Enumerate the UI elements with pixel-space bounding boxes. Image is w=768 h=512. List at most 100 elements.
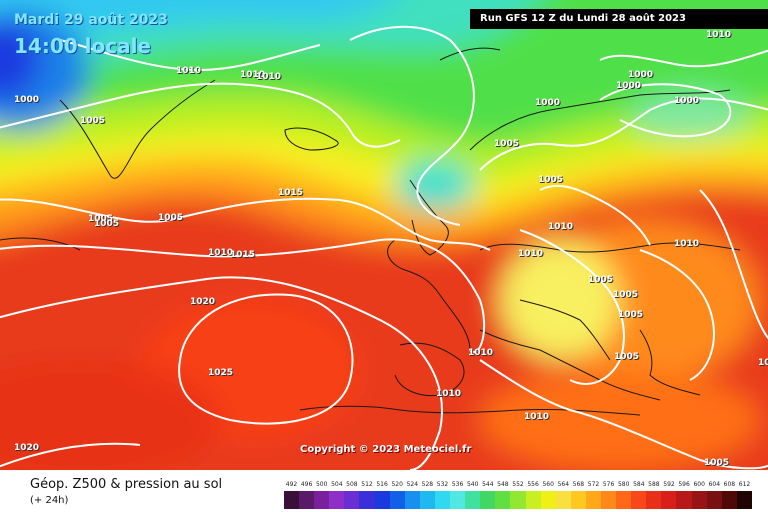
forecast-step: (+ 24h) [30, 495, 69, 506]
isobar-label: 1010 [548, 222, 574, 232]
isobar-label: 1010 [240, 70, 266, 80]
colorscale-swatch [691, 491, 707, 509]
isobar-label: 1025 [208, 368, 234, 378]
coastlines [0, 47, 741, 416]
colorscale-tick: 556 [527, 481, 539, 488]
colorscale-swatch [600, 491, 617, 509]
colorscale-tick: 540 [466, 481, 479, 488]
colorscale-swatch [359, 491, 375, 509]
isobar-label: 1010 [518, 249, 544, 259]
colorscale-swatch [299, 491, 315, 509]
colorscale-swatch [404, 491, 420, 509]
isobar-label: 1015 [278, 188, 304, 198]
isobar-label: 1005 [588, 275, 614, 285]
colorscale-swatch [646, 491, 662, 509]
isobar-label: 1010 [436, 389, 462, 399]
colorscale-ticks: 492 496 500 504 508 512 516 520 524 528 532 536 540 5… [284, 481, 752, 491]
isobar-label: 1000 [674, 96, 700, 106]
colorscale-swatch [570, 491, 586, 509]
colorscale-swatch [480, 491, 496, 509]
isobar-label: 1010 [256, 72, 282, 82]
colorscale-swatch [329, 491, 345, 509]
colorscale-swatch [525, 491, 541, 509]
colorscale-tick: 512 [361, 481, 373, 488]
colorscale-swatch [585, 491, 601, 509]
colorscale-swatch [661, 491, 677, 509]
colorscale-swatch [389, 491, 405, 509]
colorscale-tick: 516 [376, 481, 388, 488]
map-caption: Géop. Z500 & pression au sol [30, 477, 223, 492]
colorscale-tick: 520 [391, 481, 403, 488]
isobar-label: 1000 [14, 95, 40, 105]
colorscale-swatch [465, 491, 481, 509]
colorscale-swatch [450, 491, 466, 509]
isobar-label: 1005 [94, 219, 120, 229]
colorscale-tick: 572 [587, 481, 600, 488]
colorscale-swatch [676, 491, 692, 509]
colorscale-swatch [616, 491, 632, 509]
colorscale-swatch [495, 491, 511, 509]
isobar-label: 1015 [230, 250, 256, 260]
isobar-label: 1010 [208, 248, 234, 258]
colorscale-tick: 576 [602, 481, 615, 488]
isobar-label: 1005 [88, 214, 114, 224]
colorscale-tick: 564 [557, 481, 570, 488]
isobar-label: 1010 [524, 412, 550, 422]
colorscale-tick: 600 [693, 481, 705, 488]
colorscale-tick: 608 [723, 481, 736, 488]
colorscale-swatch [706, 491, 722, 509]
colorscale-tick: 528 [421, 481, 434, 488]
colorscale-tick: 524 [406, 481, 419, 488]
isobar-label: 1010 [758, 358, 768, 368]
colorscale-swatch [555, 491, 571, 509]
colorscale-tick: 612 [738, 481, 751, 488]
colorscale-swatch [419, 491, 435, 509]
isobar-label: 1010 [468, 348, 494, 358]
run-banner: Run GFS 12 Z du Lundi 28 août 2023 [470, 9, 768, 29]
isobar-label: 1005 [704, 458, 730, 468]
colorscale-swatch [314, 491, 330, 509]
map-canvas [0, 0, 768, 470]
isobar-label: 1005 [80, 116, 106, 126]
isobar-label: 1005 [494, 139, 520, 149]
colorscale-tick: 492 [285, 481, 298, 488]
colorscale-tick: 592 [663, 481, 675, 488]
isobar-label: 1005 [158, 213, 184, 223]
colorscale-swatch [736, 491, 752, 509]
colorscale-swatch [721, 491, 737, 509]
colorscale-swatch [434, 491, 451, 509]
colorscale-tick: 496 [300, 481, 313, 488]
colorscale-tick: 568 [572, 481, 585, 488]
isobar-label: 1010 [674, 239, 700, 249]
colorscale-tick: 580 [617, 481, 630, 488]
isobar-label: 1000 [628, 70, 654, 80]
colorscale-tick: 504 [331, 481, 343, 488]
isobar-label: 1020 [190, 297, 216, 307]
forecast-time: 14:00 locale [14, 34, 151, 58]
colorscale-tick: 500 [315, 481, 328, 488]
colorscale-swatch [374, 491, 390, 509]
isobars [0, 25, 768, 470]
colorscale-tick: 596 [678, 481, 690, 488]
colorscale-tick: 584 [633, 481, 645, 488]
colorscale-swatch [510, 491, 526, 509]
isobar-label: 1005 [538, 175, 564, 185]
colorscale-tick: 508 [346, 481, 358, 488]
colorscale-swatch [344, 491, 360, 509]
colorscale-tick: 544 [482, 481, 494, 488]
geopotential-field [0, 0, 768, 470]
isobar-label: 1005 [613, 290, 639, 300]
colorscale-swatch [540, 491, 556, 509]
isobar-label: 1020 [14, 443, 40, 453]
colorscale-swatch [284, 491, 300, 509]
geopotential-map: 1010 1010 1010 1000 1000 1000 1000 1010 … [0, 0, 768, 470]
colorscale-swatch [631, 491, 647, 509]
isobar-label: 1005 [618, 310, 644, 320]
copyright-notice: Copyright © 2023 Meteociel.fr [300, 444, 472, 455]
isobar-label: 1010 [176, 66, 202, 76]
colorscale-tick: 588 [648, 481, 660, 488]
colorscale-tick: 548 [497, 481, 509, 488]
colorscale-tick: 560 [542, 481, 554, 488]
isobar-label: 1010 [706, 30, 732, 40]
